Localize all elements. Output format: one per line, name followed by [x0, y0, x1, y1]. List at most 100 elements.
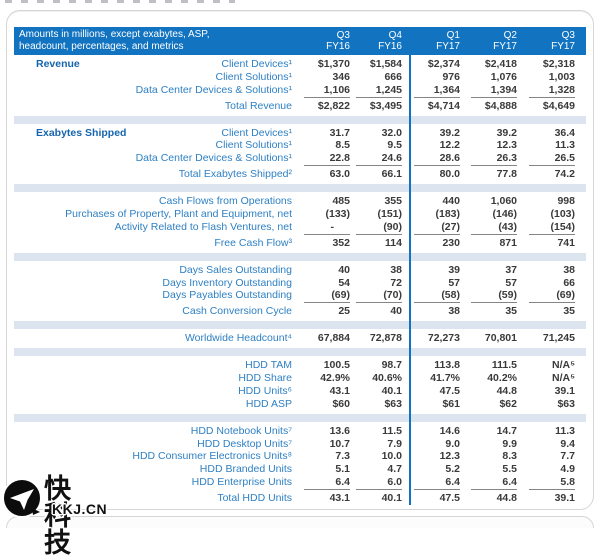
table-body: Revenue Client Devices¹ $1,370 $1,584 $2,374…: [14, 58, 586, 505]
column-header: Q4 FY16: [350, 27, 402, 55]
cell-value: 230: [442, 236, 460, 249]
column-fiscal-year: FY17: [493, 41, 517, 52]
table-row: HDD TAM 100.5 98.7 113.8 111.5 N/A⁵: [14, 359, 586, 372]
cell-value: 57: [448, 276, 460, 289]
table-row: Worldwide Headcount⁴ 67,884 72,878 72,273 70…: [14, 332, 586, 345]
caption-line-1: Amounts in millions, except exabytes, AS…: [19, 29, 210, 40]
cell-value: 8.5: [335, 139, 350, 152]
cell-value: 31.7: [329, 126, 350, 139]
cell-value: 98.7: [381, 359, 402, 372]
cell-value: 14.6: [439, 424, 460, 437]
table-row: Exabytes Shipped Client Devices¹ 31.7 32.0 3…: [14, 127, 586, 140]
row-label: Purchases of Property, Plant and Equipme…: [65, 208, 292, 221]
cell-value: 7.3: [335, 450, 350, 463]
cell-value: 39.1: [554, 384, 575, 397]
cell-value: $60: [332, 397, 350, 410]
cell-value: 47.5: [439, 492, 460, 505]
cell-value: (183): [435, 208, 460, 221]
cell-value: 11.5: [382, 424, 402, 437]
cell-value: 9.5: [387, 139, 402, 152]
cell-value: 871: [499, 236, 517, 249]
cell-value: (59): [471, 289, 517, 304]
table-row: Client Solutions¹ 346 666 976 1,076 1,003: [14, 71, 586, 84]
table-row: HDD Enterprise Units 6.4 6.0 6.4 6.4 5.8: [14, 476, 586, 491]
cell-value: 40.6%: [372, 372, 402, 385]
row-label: HDD Units⁶: [238, 384, 292, 397]
cell-value: 7.9: [387, 437, 402, 450]
column-quarter: Q2: [503, 30, 517, 41]
cell-value: 12.3: [496, 139, 517, 152]
table-row: Days Payables Outstanding (69) (70) (58) (59…: [14, 289, 586, 304]
column-headers: Q3 FY16 Q4 FY16 Q1 FY17 Q2 FY17 Q3 FY17: [292, 27, 575, 55]
cell-value: $2,822: [317, 99, 350, 112]
row-label: Data Center Devices & Solutions¹: [135, 152, 292, 165]
cell-value: 26.3: [471, 152, 517, 167]
section-title: Revenue: [36, 58, 80, 70]
cell-value: 346: [332, 70, 350, 83]
cell-value: 11.3: [555, 139, 575, 152]
table-section: HDD Notebook Units⁷ 13.6 11.5 14.6 14.7 11.3 H…: [14, 425, 586, 505]
table-row: Client Solutions¹ 8.5 9.5 12.2 12.3 11.3: [14, 139, 586, 152]
cell-value: 5.5: [502, 463, 517, 476]
cell-value: 47.5: [439, 384, 460, 397]
cell-value: $3,495: [369, 99, 402, 112]
table-row: Days Sales Outstanding 40 38 39 37 38: [14, 264, 586, 277]
column-quarter: Q3: [561, 30, 575, 41]
cell-value: 38: [563, 263, 575, 276]
cell-value: 1,328: [529, 84, 575, 98]
cell-value: 44.8: [496, 384, 517, 397]
cell-value: 44.8: [496, 492, 517, 505]
cell-value: 26.5: [529, 152, 575, 167]
cell-value: 12.3: [439, 450, 460, 463]
cell-value: 40.2%: [487, 372, 517, 385]
cell-value: 39.1: [554, 492, 575, 505]
column-header: Q3 FY17: [517, 27, 575, 55]
cell-value: 114: [385, 236, 402, 249]
row-label: Total HDD Units: [217, 492, 292, 505]
section-separator: [14, 321, 586, 330]
cell-value: 66: [563, 276, 575, 289]
row-label: Total Exabytes Shipped²: [178, 168, 292, 181]
cell-value: 111.5: [491, 359, 517, 372]
cell-value: 5.1: [335, 463, 350, 476]
cell-value: 6.0: [356, 476, 402, 491]
cell-value: $2,374: [427, 58, 460, 70]
cell-value: 41.7%: [430, 372, 460, 385]
cell-value: 4.7: [387, 463, 402, 476]
kkj-logo-icon: [2, 478, 42, 518]
cell-value: $62: [499, 397, 517, 410]
cell-value: 485: [332, 195, 350, 208]
cell-value: N/A⁵: [551, 372, 575, 385]
table-row: HDD Notebook Units⁷ 13.6 11.5 14.6 14.7 11.3: [14, 425, 586, 438]
cell-value: $63: [384, 397, 402, 410]
metrics-card: Amounts in millions, except exabytes, AS…: [6, 10, 594, 510]
table-caption: Amounts in millions, except exabytes, AS…: [14, 27, 292, 55]
table-row: Free Cash Flow³ 352 114 230 871 741: [14, 237, 586, 250]
cell-value: 9.9: [502, 437, 517, 450]
cell-value: 10.0: [381, 450, 402, 463]
table-section: Worldwide Headcount⁴ 67,884 72,878 72,273 70…: [14, 332, 586, 345]
cell-value: 6.4: [304, 476, 350, 491]
cell-value: (69): [304, 289, 350, 304]
row-label: Client Devices¹: [221, 58, 292, 70]
cell-value: 77.8: [496, 168, 517, 181]
cell-value: 42.9%: [320, 372, 350, 385]
cell-value: 39.2: [496, 126, 517, 139]
column-quarter: Q3: [336, 30, 350, 41]
cell-value: (70): [356, 289, 402, 304]
cell-value: 11.3: [555, 424, 575, 437]
cell-value: (90): [356, 221, 402, 235]
cell-value: 40.1: [381, 492, 402, 505]
cell-value: 72: [390, 276, 402, 289]
cell-value: 5.2: [445, 463, 460, 476]
section-separator: [14, 115, 586, 124]
cell-value: 6.4: [471, 476, 517, 491]
row-label: HDD Share: [238, 372, 292, 385]
cell-value: 22.8: [304, 152, 350, 167]
cell-value: (133): [325, 208, 350, 221]
row-label: Client Devices¹: [221, 126, 292, 139]
next-card-top-edge: [6, 516, 594, 528]
cell-value: 43.1: [329, 384, 350, 397]
row-label: Total Revenue: [224, 99, 292, 112]
cell-value: 72,878: [369, 332, 402, 345]
